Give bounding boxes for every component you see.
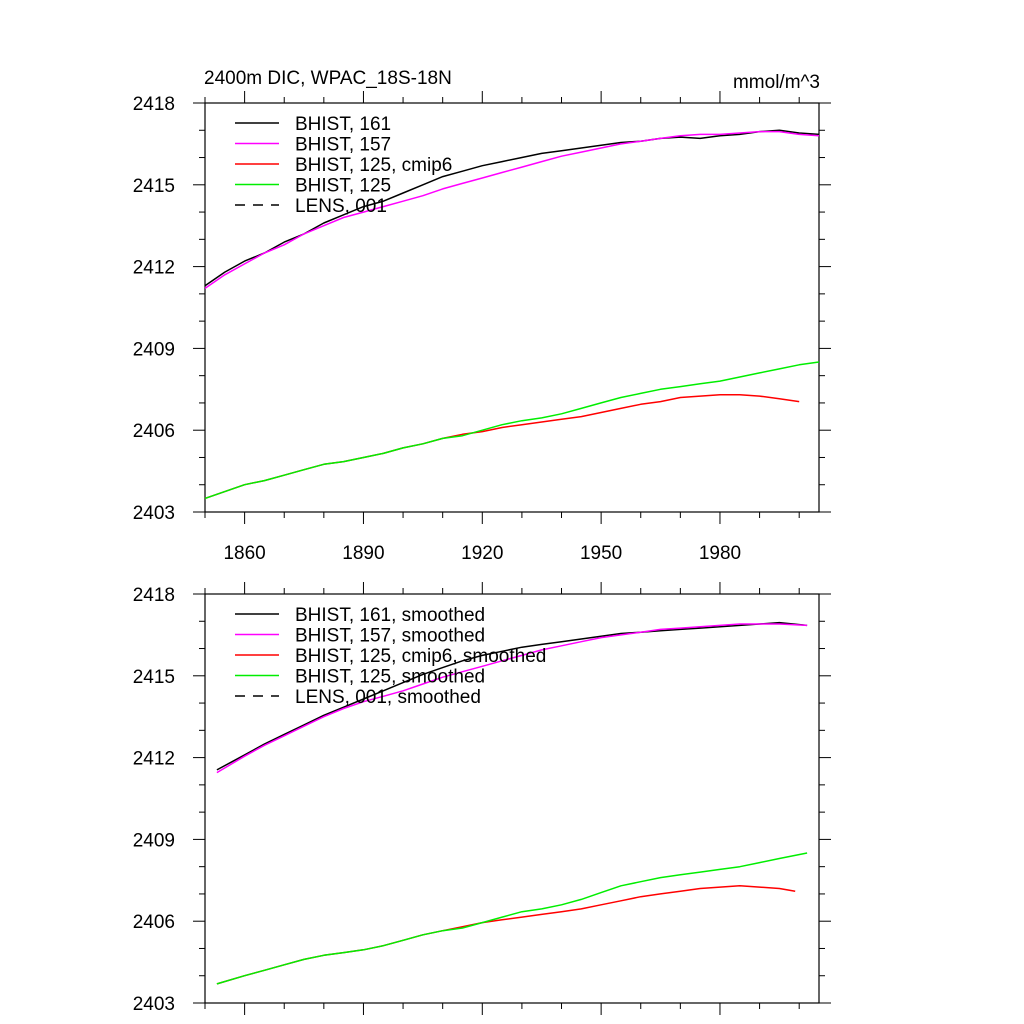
y-tick-label: 2403 <box>133 503 175 524</box>
legend-label: LENS, 001 <box>295 196 387 217</box>
x-tick-label: 1890 <box>342 543 384 564</box>
series-line-1 <box>216 621 808 771</box>
y-tick-label: 2403 <box>133 994 175 1015</box>
series-line-2 <box>216 623 808 774</box>
legend-label: BHIST, 125, smoothed <box>295 667 485 688</box>
legend-label: BHIST, 125, cmip6, smoothed <box>295 646 546 667</box>
chart-panel-1: 1860 1890 1920 1950 1980 2403 2406 2409 2412 2415… <box>133 91 831 564</box>
series-line-4 <box>216 852 808 985</box>
legend-label: BHIST, 161 <box>295 114 391 135</box>
legend-label: LENS, 001, smoothed <box>295 687 481 708</box>
y-tick-label: 2406 <box>133 912 175 933</box>
y-tick-label: 2418 <box>133 94 175 115</box>
chart-title: 2400m DIC, WPAC_18S-18N <box>204 68 452 89</box>
y-tick-label: 2418 <box>133 585 175 606</box>
x-tick-label: 1920 <box>461 543 503 564</box>
chart-panel-2: 2403 2406 2409 2412 2415 2418 BHIST, 161, smoo… <box>133 582 831 1015</box>
legend-label: BHIST, 157, smoothed <box>295 626 485 647</box>
y-tick-label: 2406 <box>133 421 175 442</box>
legend-label: BHIST, 157 <box>295 135 391 156</box>
legend-label: BHIST, 161, smoothed <box>295 605 485 626</box>
x-tick-label: 1980 <box>699 543 741 564</box>
y-tick-label: 2412 <box>133 749 175 770</box>
plot-frame <box>204 593 820 1004</box>
x-tick-label: 1950 <box>580 543 622 564</box>
legend-label: BHIST, 125 <box>295 176 391 197</box>
plot-frame <box>204 102 820 513</box>
series-line-3 <box>204 394 800 500</box>
y-tick-label: 2412 <box>133 258 175 279</box>
y-tick-label: 2409 <box>133 339 175 360</box>
y-tick-label: 2409 <box>133 830 175 851</box>
x-tick-label: 1860 <box>223 543 265 564</box>
y-tick-label: 2415 <box>133 667 175 688</box>
units-label: mmol/m^3 <box>733 72 820 93</box>
series-line-3 <box>216 885 796 985</box>
series-line-2 <box>204 130 820 290</box>
legend-label: BHIST, 125, cmip6 <box>295 155 452 176</box>
y-tick-label: 2415 <box>133 176 175 197</box>
series-line-4 <box>204 361 820 500</box>
